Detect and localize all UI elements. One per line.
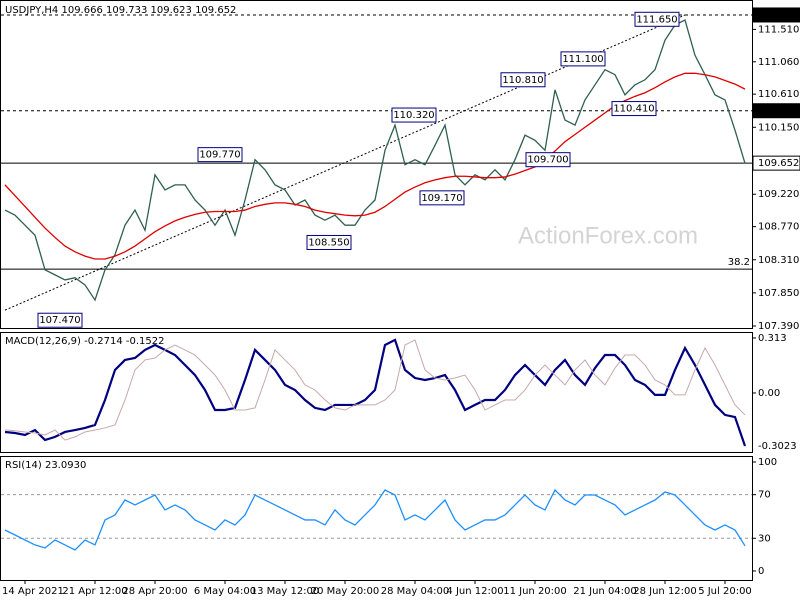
annotation-label: 109.170 [421,193,462,204]
annotation-box [560,51,606,67]
series-line [4,19,746,302]
level-box [752,7,800,23]
level-box [752,103,800,119]
y-tick-label: 108.310 [758,255,799,266]
annotation-box [306,234,352,250]
annotation-box [500,72,546,88]
annotation-label: 110.810 [502,75,543,86]
series-line [4,339,746,441]
annotation-box [634,11,680,27]
annotation-label: 111.650 [636,14,677,25]
level-label: 109.652 [758,158,799,169]
annotation-label: 111.100 [562,54,603,65]
level-label: -0.3023 [758,441,797,452]
y-tick-label: 111.510 [758,24,799,35]
x-tick-label: 6 May 04:00 [194,586,256,597]
annotation-label: 108.550 [308,237,349,248]
annotation-box [611,101,657,117]
y-tick-label: 109.220 [758,189,799,200]
annotation-box [525,152,571,168]
annotation-label: 109.700 [527,155,568,166]
y-tick-label: 107.390 [758,321,799,332]
series-line [4,488,746,551]
level-label: 110.380 [758,106,799,117]
price-title: USDJPY,H4 109.666 109.733 109.623 109.65… [5,5,236,16]
y-tick-label: 110.610 [758,89,799,100]
rsi-title: RSI(14) 23.0930 [5,460,86,471]
level-label: 111.710 [758,10,799,21]
y-tick-label: 0.313 [758,333,787,344]
annotation-label: 109.770 [199,150,240,161]
annotation-box [391,107,437,123]
level-box [752,155,800,171]
y-tick-label: 0.00 [758,388,780,399]
y-tick-label: 100 [758,457,777,468]
x-tick-label: 28 May 04:00 [381,586,450,597]
fibo-label: 38.2 [728,257,750,268]
watermark: ActionForex.com [518,222,698,249]
x-tick-label: 13 May 12:00 [251,586,320,597]
x-tick-label: 21 Jun 04:00 [573,586,637,597]
annotation-box [197,147,243,163]
y-tick-label: 70 [758,490,771,501]
x-tick-label: 14 Apr 2021 [2,586,64,597]
x-tick-label: 20 May 20:00 [311,586,380,597]
y-tick-label: 111.060 [758,57,799,68]
x-tick-label: 4 Jun 12:00 [446,586,503,597]
annotation-label: 110.410 [613,104,654,115]
macd-title: MACD(12,26,9) -0.2714 -0.1522 [5,336,165,347]
annotation-label: 110.320 [393,110,434,121]
y-tick-label: 0 [758,566,764,577]
price-panel [0,0,753,329]
x-tick-label: 28 Apr 20:00 [122,586,187,597]
y-tick-label: 108.770 [758,222,799,233]
annotation-label: 107.470 [39,315,80,326]
y-tick-label: 30 [758,533,771,544]
annotation-box [419,190,465,206]
rsi-panel [0,456,753,581]
x-tick-label: 11 Jun 20:00 [503,586,567,597]
x-tick-label: 5 Jul 20:00 [698,586,752,597]
series-line [4,338,747,447]
annotation-box [37,312,83,328]
y-tick-label: 107.850 [758,288,799,299]
y-tick-label: 110.150 [758,122,799,133]
x-tick-label: 28 Jun 12:00 [633,586,697,597]
x-tick-label: 21 Apr 12:00 [62,586,127,597]
macd-panel [0,332,753,453]
